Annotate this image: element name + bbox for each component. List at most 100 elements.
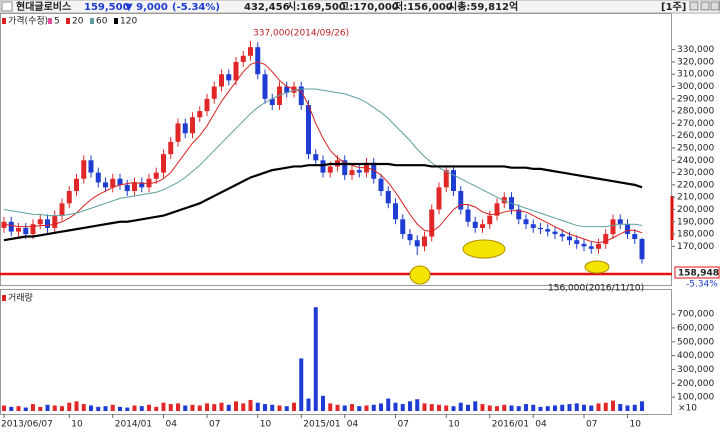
candle-body bbox=[516, 209, 522, 220]
candle-body bbox=[240, 55, 246, 62]
candle-body bbox=[617, 219, 623, 225]
low: 저:156,000 bbox=[394, 0, 453, 13]
moving-average bbox=[3, 162, 643, 242]
volume-bar bbox=[118, 406, 122, 411]
volume-bar bbox=[509, 405, 514, 411]
candle-body bbox=[407, 234, 413, 241]
volume-bar bbox=[255, 402, 260, 411]
volume-bar bbox=[640, 401, 644, 411]
stock-name[interactable]: 현대글로비스 bbox=[16, 0, 71, 13]
highlight bbox=[462, 239, 506, 259]
candle-body bbox=[175, 123, 181, 142]
candle-body bbox=[581, 243, 587, 247]
volume-bar bbox=[89, 405, 93, 411]
volume-bar bbox=[611, 400, 615, 411]
market-cap: 시총:59,812억 bbox=[448, 0, 518, 13]
candle-body bbox=[487, 215, 493, 225]
volume-legend: 거래량 bbox=[8, 292, 33, 304]
legend-swatch bbox=[66, 18, 70, 24]
window-button[interactable] bbox=[689, 1, 699, 11]
candle-body bbox=[52, 215, 58, 228]
x-tick-label: 04 bbox=[347, 420, 359, 430]
legend-entry: 60 bbox=[96, 17, 108, 27]
candle-body bbox=[327, 166, 333, 173]
volume-pane bbox=[0, 289, 672, 415]
volume-bar bbox=[538, 406, 543, 411]
volume-bar bbox=[422, 403, 427, 411]
volume-bar bbox=[321, 395, 325, 411]
candle-body bbox=[458, 191, 464, 210]
candle-body bbox=[393, 203, 398, 220]
candle-body bbox=[538, 227, 543, 230]
candle-body bbox=[66, 191, 72, 204]
window-button[interactable] bbox=[710, 1, 720, 11]
volume: 432,456 bbox=[244, 2, 290, 13]
y-tick-label: 310,000 bbox=[677, 70, 714, 80]
candle-body bbox=[117, 178, 123, 185]
volume-bar bbox=[393, 402, 398, 411]
candle-body bbox=[132, 182, 137, 192]
volume-bar bbox=[292, 402, 296, 411]
candle-body bbox=[161, 154, 166, 173]
highlight bbox=[584, 260, 610, 274]
volume-bar bbox=[2, 405, 6, 411]
candle-body bbox=[480, 224, 485, 228]
window-button[interactable] bbox=[700, 1, 710, 11]
volume-bar bbox=[96, 406, 101, 411]
candle-body bbox=[400, 219, 406, 235]
candle-body bbox=[523, 219, 529, 225]
x-tick-label: 2016/01 bbox=[492, 420, 529, 430]
x-tick-label: 04 bbox=[535, 420, 547, 430]
volume-bar bbox=[313, 307, 318, 411]
x-tick-label: 04 bbox=[166, 420, 178, 430]
candle-body bbox=[23, 227, 29, 235]
y-tick-label: 170,000 bbox=[677, 242, 714, 252]
volume-bar bbox=[400, 404, 405, 411]
volume-bar bbox=[74, 401, 79, 411]
volume-bar bbox=[161, 402, 166, 411]
candle-body bbox=[204, 98, 210, 112]
price-pane bbox=[0, 13, 672, 286]
volume-bar bbox=[154, 406, 159, 411]
volume-bar bbox=[277, 405, 282, 411]
change-pct: (-5.34%) bbox=[172, 2, 220, 13]
price-legend: 가격(수정) bbox=[8, 15, 48, 27]
search-icon[interactable] bbox=[1, 1, 13, 12]
candle-body bbox=[74, 178, 79, 192]
last-change: -5.34% bbox=[686, 280, 718, 290]
volume-bar bbox=[429, 404, 434, 411]
volume-bar bbox=[219, 402, 224, 411]
last-price: 158,948 bbox=[678, 269, 719, 279]
volume-bar bbox=[212, 404, 217, 411]
candle-body bbox=[30, 224, 36, 235]
volume-bar bbox=[408, 401, 412, 411]
volume-bar bbox=[574, 403, 579, 411]
candle-body bbox=[371, 162, 377, 179]
candle-body bbox=[95, 172, 101, 183]
x-tick-label: 2015/01 bbox=[303, 420, 340, 430]
volume-bar bbox=[125, 407, 130, 411]
candle-body bbox=[429, 209, 435, 237]
volume-bar bbox=[632, 404, 637, 411]
candle-body bbox=[269, 98, 275, 105]
y-tick-label: 210,000 bbox=[677, 193, 714, 203]
candle-body bbox=[603, 234, 609, 244]
low-annotation: 156,000(2016/11/10) bbox=[548, 284, 644, 294]
candle-body bbox=[588, 246, 594, 249]
candle-body bbox=[255, 47, 261, 75]
y2-tick-label: 100,000 bbox=[677, 393, 714, 403]
candle-body bbox=[501, 197, 507, 204]
candle-body bbox=[197, 111, 203, 118]
y-tick-label: 330,000 bbox=[677, 45, 714, 55]
y2-tick-label: 600,000 bbox=[677, 323, 714, 333]
volume-bar bbox=[103, 406, 108, 411]
candle-body bbox=[298, 86, 304, 105]
y2-tick-label: 500,000 bbox=[677, 337, 714, 347]
volume-bar bbox=[379, 403, 383, 411]
candle-body bbox=[8, 221, 14, 232]
period[interactable]: [1주] bbox=[661, 1, 686, 13]
x-tick-label: 10 bbox=[260, 420, 272, 430]
volume-bar bbox=[495, 406, 499, 411]
candle-body bbox=[168, 141, 174, 155]
